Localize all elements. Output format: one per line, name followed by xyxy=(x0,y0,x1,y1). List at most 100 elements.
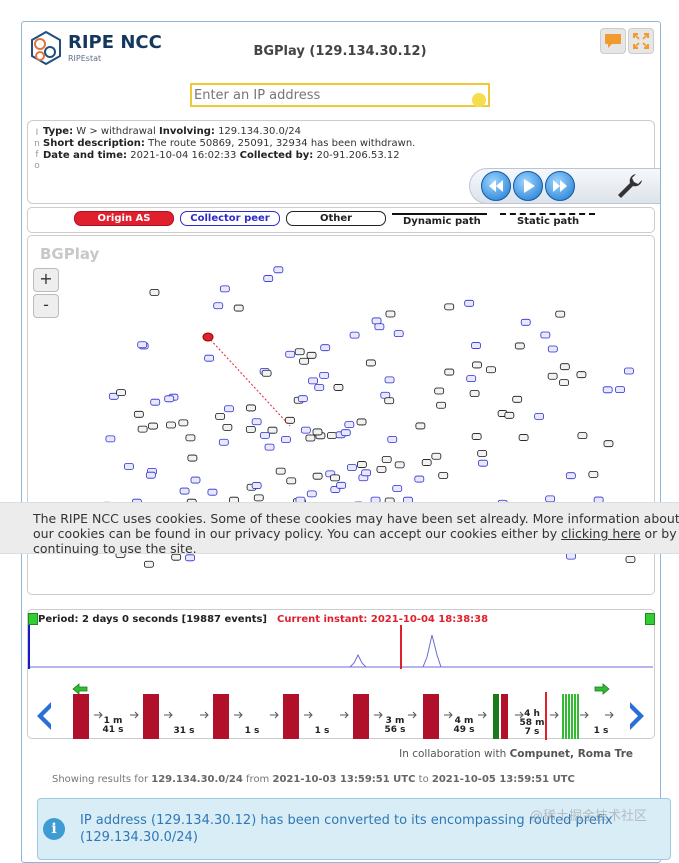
as-node[interactable] xyxy=(547,372,558,380)
as-node[interactable] xyxy=(185,434,196,442)
zoom-in-button[interactable]: + xyxy=(33,268,59,292)
as-node[interactable] xyxy=(300,426,311,434)
as-node[interactable] xyxy=(105,435,116,443)
as-node[interactable] xyxy=(340,429,351,437)
event-block[interactable] xyxy=(562,694,579,739)
as-node[interactable] xyxy=(218,438,229,446)
as-node[interactable] xyxy=(434,387,445,395)
zoom-out-button[interactable]: - xyxy=(33,294,59,318)
as-node[interactable] xyxy=(185,554,195,562)
as-node[interactable] xyxy=(381,456,392,463)
as-node[interactable] xyxy=(222,423,233,431)
as-node[interactable] xyxy=(371,317,382,325)
as-node[interactable] xyxy=(615,386,625,394)
event-block[interactable] xyxy=(213,694,229,739)
as-node[interactable] xyxy=(387,436,398,443)
as-node[interactable] xyxy=(108,392,119,400)
as-node[interactable] xyxy=(392,485,403,492)
as-node[interactable] xyxy=(245,425,256,433)
as-node[interactable] xyxy=(246,404,256,412)
as-node[interactable] xyxy=(137,425,148,433)
as-node[interactable] xyxy=(145,471,156,479)
as-node[interactable] xyxy=(547,345,558,353)
as-node[interactable] xyxy=(414,475,425,483)
as-node[interactable] xyxy=(469,390,480,397)
as-node[interactable] xyxy=(285,350,296,358)
as-node[interactable] xyxy=(264,443,275,451)
fullscreen-button[interactable] xyxy=(628,28,654,54)
timeline-back-button[interactable] xyxy=(33,700,55,736)
play-button[interactable] xyxy=(513,171,543,201)
as-node[interactable] xyxy=(333,384,344,391)
as-node[interactable] xyxy=(356,418,367,426)
ip-address-input[interactable] xyxy=(190,83,490,107)
as-node[interactable] xyxy=(233,304,244,312)
as-node[interactable] xyxy=(393,330,404,338)
as-node[interactable] xyxy=(559,363,570,371)
as-node[interactable] xyxy=(149,288,160,296)
as-node[interactable] xyxy=(150,398,161,406)
as-node[interactable] xyxy=(251,418,262,426)
as-node[interactable] xyxy=(478,459,488,467)
as-node[interactable] xyxy=(444,303,455,311)
as-node[interactable] xyxy=(164,395,175,403)
period-start-handle[interactable] xyxy=(28,613,38,625)
as-node[interactable] xyxy=(365,359,376,367)
step-forward-button[interactable] xyxy=(594,680,610,699)
as-node[interactable] xyxy=(204,354,215,362)
as-node[interactable] xyxy=(187,454,198,462)
as-node[interactable] xyxy=(415,422,426,430)
as-node[interactable] xyxy=(577,432,588,440)
as-node[interactable] xyxy=(444,368,455,376)
event-block[interactable] xyxy=(353,694,369,739)
event-block[interactable] xyxy=(143,694,159,739)
as-node[interactable] xyxy=(263,275,274,282)
as-node[interactable] xyxy=(431,452,442,460)
as-node[interactable] xyxy=(327,432,337,439)
step-back-button[interactable] xyxy=(72,680,88,699)
as-node[interactable] xyxy=(306,351,317,359)
as-node[interactable] xyxy=(376,465,387,473)
event-block[interactable] xyxy=(283,694,299,739)
event-strip[interactable]: 1 m41 s 31 s 1 s 1 s 3 m56 s 4 m49 s 4 h58 m7 … xyxy=(60,692,625,740)
as-node[interactable] xyxy=(261,369,272,377)
as-node[interactable] xyxy=(275,467,286,475)
as-node[interactable] xyxy=(514,342,525,350)
as-node[interactable] xyxy=(471,433,482,440)
settings-button[interactable] xyxy=(614,170,646,206)
as-node[interactable] xyxy=(380,391,391,399)
as-node[interactable] xyxy=(356,461,367,468)
as-node[interactable] xyxy=(179,487,190,495)
as-node[interactable] xyxy=(253,494,264,502)
as-node[interactable] xyxy=(545,495,556,503)
event-block[interactable] xyxy=(423,694,439,739)
as-node[interactable] xyxy=(285,416,295,424)
as-node[interactable] xyxy=(260,431,270,439)
as-node[interactable] xyxy=(565,472,576,480)
as-node[interactable] xyxy=(281,436,291,443)
as-node[interactable] xyxy=(421,459,432,466)
cookie-accept-link[interactable]: clicking here xyxy=(561,526,641,541)
as-node[interactable] xyxy=(624,367,634,375)
as-node[interactable] xyxy=(534,412,545,420)
as-node[interactable] xyxy=(576,371,587,379)
as-node[interactable] xyxy=(213,302,224,310)
as-node[interactable] xyxy=(171,553,182,561)
timeline-forward-button[interactable] xyxy=(626,700,648,736)
as-node[interactable] xyxy=(555,310,566,318)
event-block[interactable] xyxy=(73,694,89,739)
as-node[interactable] xyxy=(384,397,395,405)
as-node[interactable] xyxy=(190,476,201,484)
as-node[interactable] xyxy=(374,323,385,331)
as-node[interactable] xyxy=(330,474,340,482)
as-node[interactable] xyxy=(361,469,371,477)
as-node[interactable] xyxy=(438,472,449,479)
as-node[interactable] xyxy=(308,377,318,385)
as-node[interactable] xyxy=(471,342,481,349)
as-node[interactable] xyxy=(143,560,154,568)
as-node[interactable] xyxy=(178,419,189,427)
as-node[interactable] xyxy=(116,389,126,396)
as-node[interactable] xyxy=(472,361,482,369)
as-node[interactable] xyxy=(312,428,323,436)
as-node[interactable] xyxy=(349,331,360,339)
